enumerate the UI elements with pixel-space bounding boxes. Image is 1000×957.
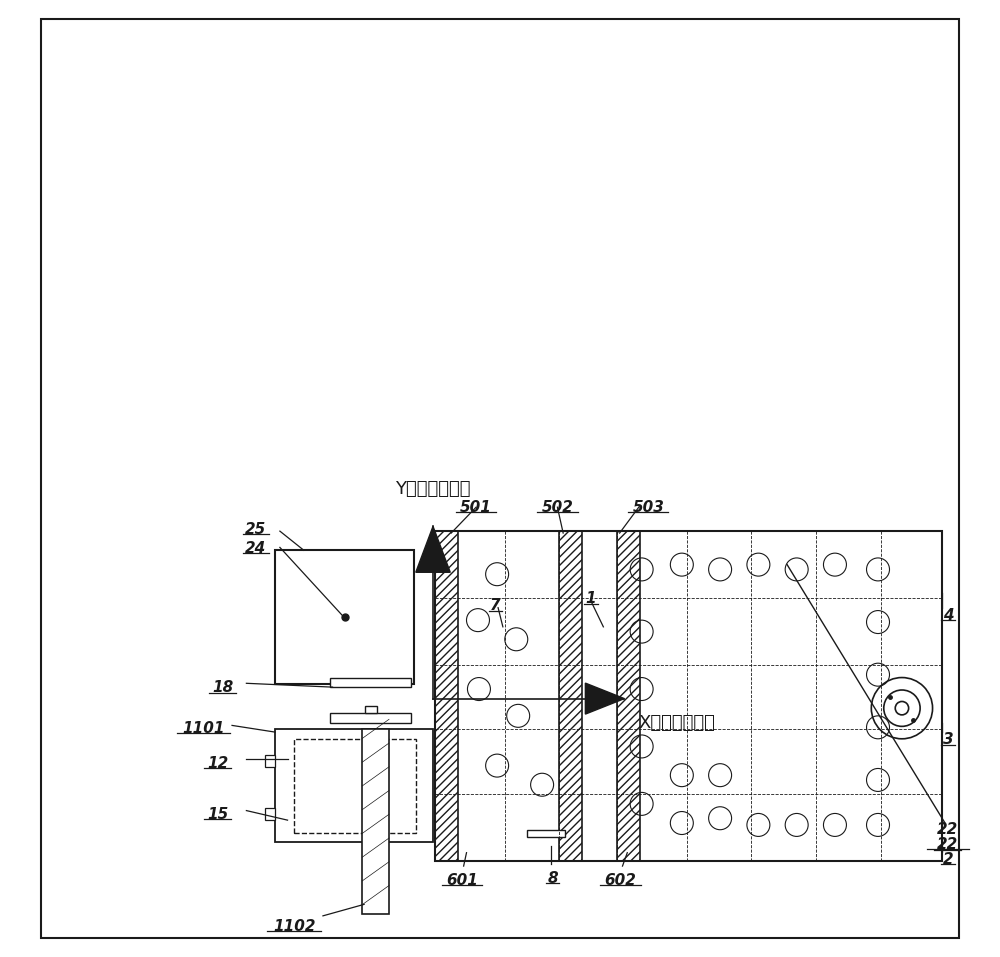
Bar [330, 678, 411, 687]
Text: 15: 15 [207, 807, 228, 822]
Text: 24: 24 [245, 541, 267, 556]
Bar [275, 729, 433, 842]
Text: 22: 22 [937, 837, 959, 853]
Bar [330, 713, 411, 723]
Bar [365, 706, 377, 713]
Bar [294, 739, 416, 833]
Text: Y向（上下游）: Y向（上下游） [395, 479, 471, 498]
Text: X向（左右岸）: X向（左右岸） [639, 714, 716, 731]
Bar [559, 531, 582, 861]
Bar [617, 531, 640, 861]
Text: 1: 1 [586, 591, 596, 607]
Text: 7: 7 [490, 598, 501, 613]
Bar [275, 550, 414, 684]
Text: 8: 8 [547, 871, 558, 886]
Text: 4: 4 [943, 608, 953, 623]
Text: 12: 12 [207, 756, 228, 771]
Text: 1101: 1101 [182, 721, 225, 736]
Text: 503: 503 [632, 500, 664, 515]
Text: 601: 601 [446, 873, 478, 888]
Text: 602: 602 [605, 873, 637, 888]
Text: 18: 18 [212, 680, 233, 696]
Polygon shape [585, 683, 624, 714]
Text: 1102: 1102 [273, 919, 315, 934]
Text: 22: 22 [937, 822, 959, 837]
Bar [265, 808, 275, 820]
Text: 2: 2 [943, 852, 953, 867]
Bar [265, 755, 275, 768]
Text: 25: 25 [245, 522, 267, 537]
Bar [527, 830, 565, 837]
Text: 501: 501 [460, 500, 492, 515]
Text: 502: 502 [541, 500, 573, 515]
Bar [435, 531, 942, 861]
Bar [435, 531, 458, 861]
Text: 3: 3 [943, 732, 953, 747]
Polygon shape [416, 526, 450, 572]
Bar [362, 729, 389, 914]
